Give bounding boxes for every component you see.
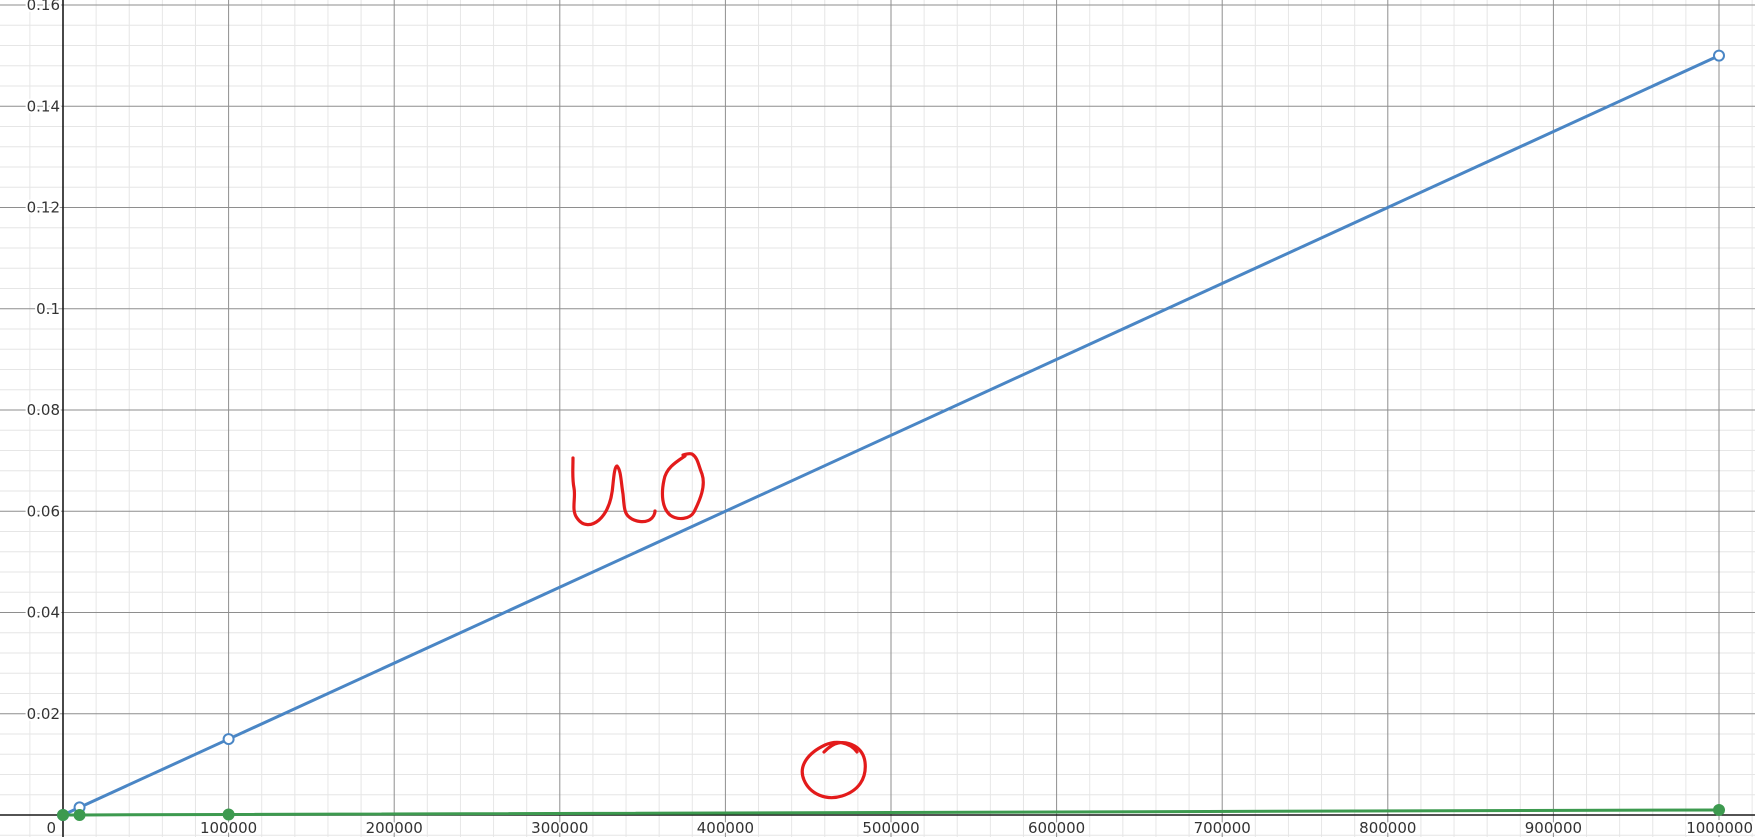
x-tick-label: 0 xyxy=(46,819,56,837)
blue-series-line xyxy=(61,54,1721,817)
y-tick-label: 0.06 xyxy=(27,502,60,520)
x-tick-label: 700000 xyxy=(1194,819,1251,837)
green-series-line xyxy=(61,808,1721,817)
series-group xyxy=(57,49,1725,821)
green-series-point xyxy=(1713,803,1725,816)
annotation-u-mark xyxy=(571,456,657,527)
y-tick-label: 0.16 xyxy=(27,0,60,14)
x-tick-label: 900000 xyxy=(1525,819,1582,837)
x-tick-label: 200000 xyxy=(366,819,423,837)
x-tick-label: 300000 xyxy=(531,819,588,837)
x-tick-label: 600000 xyxy=(1028,819,1085,837)
annotation-o-mark-lower xyxy=(800,740,867,800)
x-tick-label: 100000 xyxy=(200,819,257,837)
x-tick-label: 1000000 xyxy=(1686,819,1753,837)
green-series-point xyxy=(57,809,69,821)
y-tick-label: 0.12 xyxy=(27,199,60,217)
y-tick-label: 0.02 xyxy=(27,705,60,723)
blue-series-point xyxy=(1713,49,1725,62)
y-tick-label: 0.1 xyxy=(36,300,60,318)
x-tick-label: 400000 xyxy=(697,819,754,837)
blue-series-point xyxy=(222,733,235,746)
tick-labels: 0 100000 200000 300000 400000 500000 600000 700… xyxy=(25,0,1755,837)
green-series-point xyxy=(73,808,86,821)
x-tick-label: 500000 xyxy=(862,819,919,837)
annotation-o-mark-upper xyxy=(660,452,705,521)
y-tick-label: 0.08 xyxy=(27,401,60,419)
x-tick-label: 800000 xyxy=(1359,819,1416,837)
y-tick-label: 0.14 xyxy=(27,97,60,115)
handwritten-annotations xyxy=(571,452,867,800)
y-tick-label: 0.04 xyxy=(27,604,60,622)
green-series-point xyxy=(222,808,235,821)
